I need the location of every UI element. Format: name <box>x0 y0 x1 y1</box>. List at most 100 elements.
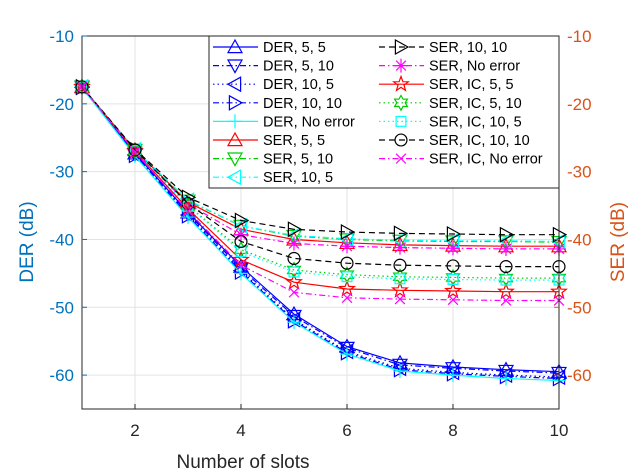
y-tick-label-left: -40 <box>49 230 74 249</box>
y-tick-label-right: -20 <box>567 95 592 114</box>
marker-pentagram <box>232 250 250 268</box>
marker-triangle-left <box>550 233 566 250</box>
marker-triangle-down <box>226 152 244 167</box>
marker-triangle-left <box>285 227 301 244</box>
series-ser-ic-no-error <box>76 81 565 306</box>
series-line <box>81 86 559 302</box>
legend-label: SER, 10, 10 <box>429 40 507 56</box>
legend-box <box>208 35 560 189</box>
marker-x <box>235 259 247 271</box>
series-line <box>81 86 559 293</box>
marker-asterisk <box>181 197 195 212</box>
marker-x <box>447 294 459 306</box>
marker-triangle-down <box>338 341 356 357</box>
marker-triangle-up <box>226 131 244 147</box>
x-tick-label: 4 <box>236 421 245 440</box>
legend-item: SER, No error <box>379 59 520 75</box>
marker-triangle-right <box>228 94 244 111</box>
marker-triangle-down <box>497 364 515 380</box>
marker-x <box>395 153 407 164</box>
marker-triangle-right <box>446 365 462 382</box>
marker-triangle-right <box>499 368 515 385</box>
marker-triangle-left <box>444 232 460 249</box>
marker-asterisk <box>394 58 408 73</box>
marker-pentagram <box>497 282 515 300</box>
y-axis-label-right: SER (dB) <box>608 202 629 282</box>
marker-triangle-left <box>338 230 354 247</box>
marker-square <box>288 266 300 278</box>
legend: DER, 5, 5 DER, 5, 10 DER, 10, 5 DER, 10, 10… <box>208 35 560 189</box>
legend-item: DER, No error <box>213 114 355 130</box>
y-tick-label-right: -60 <box>567 366 592 385</box>
marker-plus <box>393 364 407 379</box>
marker-circle <box>128 143 142 157</box>
marker-square <box>341 271 353 283</box>
y-tick-label-right: -50 <box>567 298 592 317</box>
x-axis-label: Number of slots <box>176 452 309 473</box>
y-tick-label-left: -50 <box>49 298 74 317</box>
y-tick-label-right: -10 <box>567 27 592 46</box>
x-tick-label: 2 <box>130 421 139 440</box>
y-tick-label-left: -10 <box>49 27 74 46</box>
marker-square <box>394 273 406 285</box>
marker-x <box>394 293 406 305</box>
marker-x <box>182 205 194 217</box>
marker-hexagram <box>127 142 143 160</box>
marker-x <box>341 292 353 304</box>
series-line <box>81 86 560 373</box>
legend-item: DER, 5, 5 <box>213 38 326 56</box>
legend-item: SER, IC, 10, 5 <box>379 114 522 130</box>
marker-pentagram <box>285 272 303 290</box>
legend-label: DER, 5, 10 <box>263 59 334 75</box>
series-line <box>81 87 560 382</box>
marker-triangle-right <box>499 226 515 243</box>
marker-square <box>235 246 247 258</box>
marker-triangle-right <box>234 263 250 281</box>
legend-item: SER, IC, 5, 10 <box>379 94 522 112</box>
legend-label: SER, No error <box>429 59 520 75</box>
marker-hexagram <box>393 94 409 112</box>
tick-layer: 2 4 6 8 10 -10 -20 -30 -40 -50 -60 -10 -20 -30 -40 -50 -… <box>49 27 591 440</box>
legend-label: SER, 10, 5 <box>263 170 333 186</box>
marker-asterisk <box>234 227 248 242</box>
legend-label: SER, IC, 5, 10 <box>429 96 522 112</box>
x-tick-label: 10 <box>550 421 569 440</box>
marker-circle <box>340 256 354 270</box>
series-line <box>81 86 559 236</box>
legend-label: SER, 5, 5 <box>263 133 325 149</box>
series-layer <box>73 77 568 388</box>
series-ser-ic-10-10 <box>75 80 566 274</box>
marker-x <box>129 146 141 158</box>
marker-asterisk <box>446 241 460 256</box>
marker-triangle-down <box>226 59 244 74</box>
legend-item: SER, IC, No error <box>379 152 543 168</box>
marker-asterisk <box>393 240 407 255</box>
legend-label: DER, 5, 5 <box>263 40 326 56</box>
marker-plus <box>446 368 460 383</box>
x-tick-label: 6 <box>342 421 351 440</box>
legend-label: DER, 10, 10 <box>263 96 342 112</box>
series-line <box>81 86 560 374</box>
marker-triangle-left <box>226 169 242 186</box>
marker-triangle-right <box>552 226 568 243</box>
marker-plus <box>287 315 301 330</box>
marker-circle <box>394 133 408 147</box>
marker-x <box>500 295 512 306</box>
marker-square <box>447 273 459 285</box>
marker-plus <box>228 114 242 129</box>
marker-hexagram <box>180 196 196 215</box>
marker-circle <box>287 251 301 265</box>
series-ser-ic-10-5 <box>76 81 565 286</box>
marker-triangle-right <box>287 312 303 329</box>
marker-triangle-left <box>391 232 407 249</box>
y-tick-label-right: -40 <box>567 230 592 249</box>
legend-label: SER, IC, 10, 5 <box>429 114 522 130</box>
series-line <box>81 86 559 279</box>
marker-square <box>500 274 512 286</box>
y-tick-label-left: -30 <box>49 163 74 182</box>
marker-pentagram <box>392 74 410 92</box>
marker-triangle-right <box>340 223 356 241</box>
legend-item: SER, 5, 5 <box>213 131 325 149</box>
y-tick-label-right: -30 <box>567 163 592 182</box>
